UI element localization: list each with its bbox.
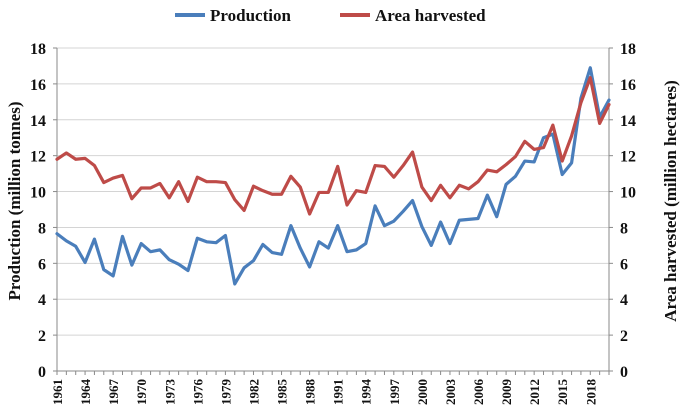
x-tick-label: 2000 (415, 379, 430, 405)
series-line-production (55, 66, 611, 286)
y2-tick-label: 0 (620, 364, 628, 381)
series-lines (55, 66, 611, 286)
x-tick-label: 2015 (555, 379, 570, 406)
series-line-area-harvested (55, 76, 611, 216)
y2-tick-label: 4 (620, 292, 628, 309)
y2-axis-tick-labels: 0 2 4 6 8 10 12 14 16 18 (620, 41, 636, 381)
x-tick-label: 1973 (162, 379, 177, 406)
y-axis-title: Production (million tonnes) (5, 102, 24, 301)
y-tick-label: 18 (30, 41, 46, 58)
y-tick-label: 2 (38, 328, 46, 345)
x-tick-label: 2018 (583, 379, 598, 406)
x-tick-label: 1982 (246, 379, 261, 405)
y-tick-label: 10 (30, 185, 46, 202)
legend: Production Area harvested (175, 6, 486, 25)
x-tick-label: 1991 (331, 379, 346, 405)
legend-item-area-harvested: Area harvested (340, 6, 486, 25)
y-tick-label: 16 (30, 77, 46, 94)
x-tick-label: 2003 (443, 379, 458, 406)
y2-tick-label: 8 (620, 220, 628, 237)
x-tick-label: 1967 (106, 379, 121, 406)
y2-axis-title: Area harvested (million hectares) (661, 80, 680, 322)
x-tick-label: 2006 (471, 379, 486, 406)
x-tick-label: 2009 (499, 379, 514, 406)
legend-item-production: Production (175, 6, 291, 25)
y2-tick-label: 2 (620, 328, 628, 345)
x-tick-label: 1961 (50, 379, 65, 405)
x-tick-label: 1988 (303, 379, 318, 406)
y-axis-tick-labels: 0 2 4 6 8 10 12 14 16 18 (30, 41, 46, 381)
y2-tick-label: 10 (620, 185, 636, 202)
x-tick-label: 1979 (218, 379, 233, 406)
y-tick-label: 4 (38, 292, 46, 309)
y-tick-label: 14 (30, 113, 46, 130)
axes (53, 47, 613, 375)
y2-tick-label: 16 (620, 77, 636, 94)
x-tick-label: 1997 (387, 379, 402, 406)
x-tick-label: 1964 (78, 379, 93, 406)
x-tick-label: 2012 (527, 379, 542, 405)
y-tick-label: 12 (30, 149, 46, 166)
y2-tick-label: 12 (620, 149, 636, 166)
x-tick-label: 1985 (275, 379, 290, 406)
x-tick-label: 1970 (134, 379, 149, 405)
legend-label-area-harvested: Area harvested (375, 6, 486, 25)
legend-label-production: Production (210, 6, 291, 25)
gridlines (57, 47, 609, 336)
x-tick-label: 1976 (190, 379, 205, 406)
y2-tick-label: 14 (620, 113, 636, 130)
y-tick-label: 8 (38, 220, 46, 237)
y-tick-label: 0 (38, 364, 46, 381)
x-axis-tick-labels: 1961 1964 1967 1970 1973 1976 1979 1982 1985 1988… (50, 379, 598, 406)
y-tick-label: 6 (38, 256, 46, 273)
x-tick-label: 1994 (359, 379, 374, 406)
y2-tick-label: 6 (620, 256, 628, 273)
y2-tick-label: 18 (620, 41, 636, 58)
